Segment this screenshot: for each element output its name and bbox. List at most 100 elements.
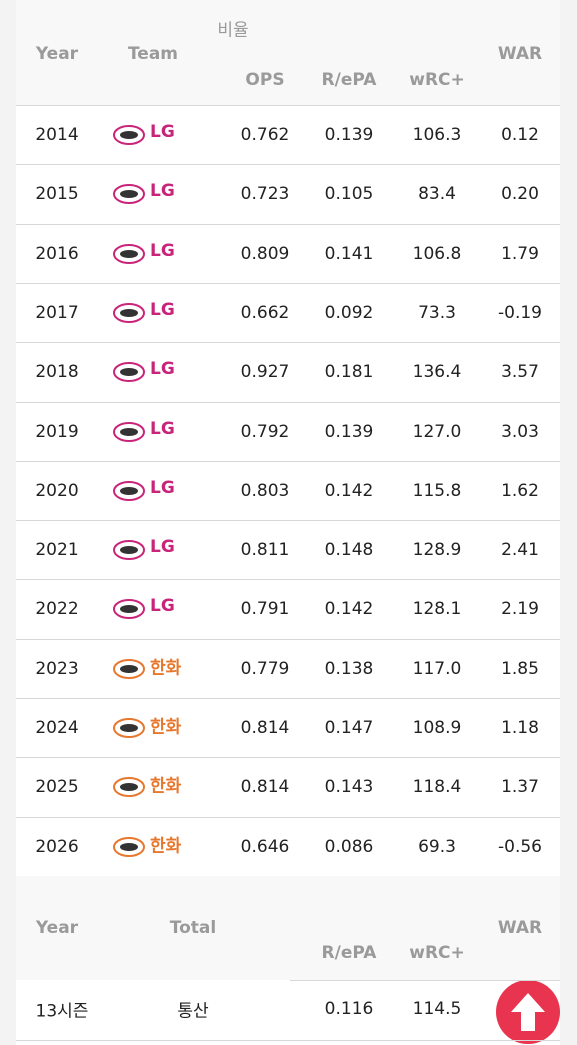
war-cell: 3.57 bbox=[501, 362, 539, 383]
team-name: LG bbox=[150, 418, 175, 439]
summary-divider bbox=[290, 980, 560, 981]
year-cell: 2017 bbox=[35, 302, 79, 323]
team-name: LG bbox=[150, 537, 175, 558]
repa-cell: 0.116 bbox=[324, 999, 374, 1019]
group-label: 비율 bbox=[217, 20, 249, 41]
war-cell: 3.03 bbox=[501, 421, 539, 442]
war-cell: -0.56 bbox=[498, 836, 542, 857]
team-logo bbox=[113, 302, 145, 323]
repa-cell: 0.141 bbox=[324, 243, 374, 264]
repa-cell: 0.105 bbox=[324, 184, 374, 205]
header-band bbox=[16, 0, 560, 105]
col-header: Team bbox=[127, 44, 179, 64]
row-divider bbox=[16, 579, 560, 581]
ops-cell: 0.803 bbox=[240, 480, 290, 501]
col-header: WAR bbox=[497, 44, 543, 64]
team-logo bbox=[113, 362, 145, 383]
wrc-cell: 69.3 bbox=[418, 836, 456, 857]
team-name: 한화 bbox=[150, 658, 182, 679]
row-divider bbox=[16, 698, 560, 699]
table-card bbox=[16, 0, 560, 1045]
year-cell: 2018 bbox=[35, 362, 79, 383]
col-header: OPS bbox=[245, 70, 285, 90]
row-divider bbox=[16, 816, 560, 818]
team-logo bbox=[113, 184, 145, 205]
row-divider bbox=[16, 638, 560, 640]
team-logo bbox=[113, 658, 145, 679]
wrc-cell: 128.9 bbox=[412, 540, 462, 561]
war-cell: 1.62 bbox=[501, 480, 539, 501]
wrc-cell: 115.8 bbox=[412, 480, 462, 501]
war-cell: 1.85 bbox=[501, 658, 539, 679]
ops-cell: 0.811 bbox=[240, 540, 290, 561]
year-cell: 2019 bbox=[35, 421, 79, 442]
wrc-cell: 106.8 bbox=[412, 243, 462, 264]
repa-cell: 0.138 bbox=[324, 658, 374, 679]
wrc-cell: 127.0 bbox=[412, 421, 462, 442]
ops-cell: 0.762 bbox=[240, 125, 290, 145]
repa-cell: 0.147 bbox=[324, 718, 374, 738]
col-header: WAR bbox=[497, 918, 543, 938]
war-cell: 0.12 bbox=[501, 125, 539, 145]
col-header: wRC+ bbox=[409, 943, 465, 963]
team-name: 한화 bbox=[150, 717, 182, 738]
ops-cell: 0.779 bbox=[240, 658, 290, 679]
wrc-cell: 118.4 bbox=[412, 777, 462, 798]
war-cell: 1.79 bbox=[501, 243, 539, 264]
scroll-top-button[interactable] bbox=[495, 979, 561, 1045]
year-cell: 2026 bbox=[35, 836, 79, 857]
row-divider bbox=[16, 757, 560, 759]
col-header: R/ePA bbox=[321, 70, 377, 90]
ops-cell: 0.791 bbox=[240, 599, 290, 620]
col-header: wRC+ bbox=[409, 70, 465, 90]
team-logo bbox=[113, 243, 145, 264]
year-cell: 2025 bbox=[35, 777, 79, 798]
team-name: LG bbox=[150, 181, 175, 202]
team-logo bbox=[113, 599, 145, 620]
wrc-cell: 106.3 bbox=[412, 125, 462, 145]
col-header: R/ePA bbox=[321, 943, 377, 963]
war-cell: -0.19 bbox=[498, 302, 542, 323]
ops-cell: 0.662 bbox=[240, 302, 290, 323]
year-cell: 2024 bbox=[35, 718, 79, 738]
team-logo bbox=[113, 777, 145, 798]
col-header: Year bbox=[35, 918, 79, 938]
row-divider bbox=[16, 223, 560, 225]
seasons-cell: 13시즌 bbox=[35, 1001, 89, 1022]
team-logo bbox=[113, 125, 145, 145]
summary-bottom bbox=[16, 1040, 560, 1041]
team-name: LG bbox=[150, 477, 175, 498]
repa-cell: 0.148 bbox=[324, 540, 374, 561]
ops-cell: 0.646 bbox=[240, 836, 290, 857]
team-name: LG bbox=[150, 240, 175, 261]
total-label: 통산 bbox=[177, 1001, 209, 1022]
team-logo bbox=[113, 480, 145, 501]
war-cell: 2.19 bbox=[501, 599, 539, 620]
repa-cell: 0.142 bbox=[324, 480, 374, 501]
wrc-cell: 73.3 bbox=[418, 302, 456, 323]
team-logo bbox=[113, 836, 145, 857]
team-name: 한화 bbox=[150, 776, 182, 797]
wrc-cell: 83.4 bbox=[418, 184, 456, 205]
row-divider bbox=[16, 282, 560, 284]
war-cell: 0.20 bbox=[501, 184, 539, 205]
team-name: LG bbox=[150, 299, 175, 320]
repa-cell: 0.142 bbox=[324, 599, 374, 620]
ops-cell: 0.792 bbox=[240, 421, 290, 442]
wrc-cell: 114.5 bbox=[412, 999, 462, 1019]
war-cell: 2.41 bbox=[501, 540, 539, 561]
year-cell: 2020 bbox=[35, 480, 79, 501]
ops-cell: 0.814 bbox=[240, 777, 290, 798]
repa-cell: 0.139 bbox=[324, 125, 374, 145]
repa-cell: 0.143 bbox=[324, 777, 374, 798]
wrc-cell: 117.0 bbox=[412, 658, 462, 679]
row-divider bbox=[16, 342, 560, 344]
year-cell: 2015 bbox=[35, 184, 79, 205]
team-logo bbox=[113, 540, 145, 561]
col-header: Total bbox=[169, 918, 217, 938]
repa-cell: 0.086 bbox=[324, 836, 374, 857]
row-divider bbox=[16, 164, 560, 166]
team-name: LG bbox=[150, 122, 175, 142]
team-logo bbox=[113, 718, 145, 738]
